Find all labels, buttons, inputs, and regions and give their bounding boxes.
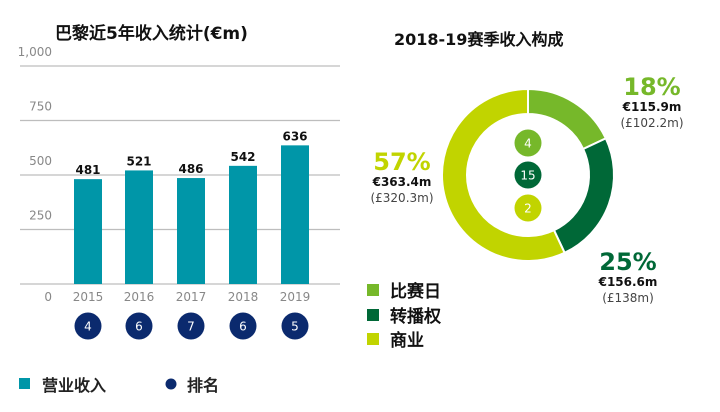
bar (74, 179, 102, 284)
rank-label: 5 (291, 320, 299, 334)
rank-marker (125, 312, 153, 340)
rank-label: 15 (520, 169, 535, 183)
bar-value-label: 481 (75, 163, 100, 177)
rank-label: 7 (187, 320, 195, 334)
slice-gbp-label: (£138m) (602, 291, 654, 305)
rank-marker (281, 312, 309, 340)
x-tick-label: 2019 (280, 290, 311, 304)
bar-value-label: 636 (282, 129, 307, 143)
slice-percent-label: 18% (623, 73, 680, 101)
legend-swatch (367, 333, 379, 345)
legend-label: 比赛日 (390, 281, 441, 302)
rank-label: 6 (239, 320, 247, 334)
rank-marker (229, 312, 257, 340)
y-tick-label: 0 (44, 290, 52, 304)
y-tick-label: 250 (29, 209, 52, 223)
rank-marker (514, 129, 542, 157)
rank-label: 4 (84, 320, 92, 334)
rank-marker (514, 161, 542, 189)
bar-chart-title: 巴黎近5年收入统计(€m) (55, 24, 248, 44)
slice-percent-label: 57% (373, 148, 430, 176)
donut-slice (441, 87, 566, 262)
slice-gbp-label: (£320.3m) (370, 191, 433, 205)
legend-marker-rank (165, 378, 177, 390)
bar (229, 165, 257, 284)
legend-swatch-revenue (19, 378, 30, 389)
donut-chart-title: 2018-19赛季收入构成 (394, 30, 564, 49)
bar (125, 170, 153, 284)
y-tick-label: 500 (29, 154, 52, 168)
bar (281, 145, 309, 284)
legend-label: 商业 (390, 330, 424, 351)
x-tick-label: 2018 (228, 290, 259, 304)
rank-marker (514, 194, 542, 222)
legend-label: 转播权 (390, 306, 442, 327)
slice-eur-label: €115.9m (622, 100, 682, 114)
bar-value-label: 521 (126, 154, 151, 168)
legend-swatch (367, 309, 379, 321)
x-tick-label: 2015 (73, 290, 104, 304)
slice-gbp-label: (£102.2m) (620, 116, 683, 130)
rank-marker (177, 312, 205, 340)
rank-label: 2 (524, 202, 532, 216)
rank-marker (74, 312, 102, 340)
x-tick-label: 2016 (124, 290, 155, 304)
legend-swatch (367, 284, 379, 296)
y-tick-label: 1,000 (18, 45, 52, 59)
rank-label: 4 (524, 137, 532, 151)
bar (177, 178, 205, 284)
slice-eur-label: €156.6m (598, 275, 658, 289)
slice-percent-label: 25% (599, 248, 656, 276)
x-tick-label: 2017 (176, 290, 207, 304)
legend-label-rank: 排名 (187, 376, 219, 395)
rank-label: 6 (135, 320, 143, 334)
bar-value-label: 542 (230, 150, 255, 164)
legend-label-revenue: 营业收入 (42, 376, 106, 395)
donut-slice (552, 137, 615, 255)
bar-value-label: 486 (178, 162, 203, 176)
y-tick-label: 750 (29, 100, 52, 114)
slice-eur-label: €363.4m (372, 175, 432, 189)
